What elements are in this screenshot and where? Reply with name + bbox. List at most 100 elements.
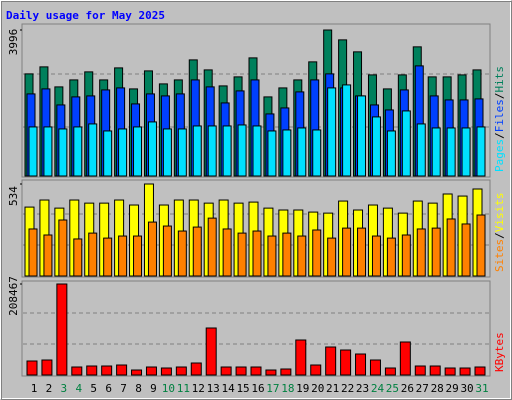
bar: [357, 227, 367, 277]
bar: [160, 367, 172, 376]
bar: [461, 223, 471, 277]
bar: [340, 349, 352, 376]
x-tick-label: 17: [266, 382, 279, 395]
x-tick-label: 28: [431, 382, 444, 395]
x-tick-label: 16: [251, 382, 264, 395]
bar: [133, 126, 143, 177]
bar: [207, 217, 217, 277]
legend-entry: KBytes: [493, 332, 506, 372]
bar: [414, 365, 426, 376]
x-tick-label: 14: [222, 382, 236, 395]
bar: [162, 225, 172, 277]
bar: [237, 232, 247, 277]
bar: [401, 110, 411, 177]
x-tick-label: 4: [75, 382, 82, 395]
x-tick-label: 18: [281, 382, 294, 395]
bar: [280, 368, 292, 376]
x-tick-label: 26: [401, 382, 414, 395]
bar: [222, 125, 232, 177]
legend: KBytes: [493, 332, 506, 372]
bar: [235, 366, 247, 376]
legend-separator: /: [493, 132, 506, 139]
bar: [26, 360, 38, 376]
bar: [192, 226, 202, 277]
bar: [118, 235, 128, 277]
bar: [28, 228, 38, 277]
x-tick-label: 22: [341, 382, 354, 395]
bar: [71, 366, 83, 376]
bar: [325, 346, 337, 376]
bar: [147, 221, 157, 277]
bar: [295, 339, 307, 376]
x-tick-label: 29: [446, 382, 459, 395]
panel: [21, 280, 491, 377]
bar: [220, 366, 232, 376]
bar: [386, 130, 396, 177]
bar: [118, 128, 128, 177]
x-tick-label: 6: [105, 382, 112, 395]
bar: [28, 126, 38, 177]
x-tick-label: 5: [90, 382, 97, 395]
bar: [147, 121, 157, 177]
bar: [342, 84, 352, 177]
bar: [461, 127, 471, 177]
bar: [86, 365, 98, 376]
x-tick-label: 10: [162, 382, 175, 395]
bar: [58, 219, 68, 277]
bar: [177, 230, 187, 277]
x-tick-label: 21: [326, 382, 339, 395]
bar: [357, 95, 367, 177]
y-tick-label: 534: [7, 186, 20, 206]
bar: [297, 235, 307, 277]
legend: Pages/Files/Hits: [493, 66, 506, 172]
bar: [88, 232, 98, 277]
legend-entry: Files: [493, 99, 506, 132]
bar: [312, 129, 322, 177]
bar: [162, 128, 172, 177]
bar: [133, 235, 143, 277]
bar: [88, 123, 98, 177]
x-tick-label: 31: [475, 382, 488, 395]
bar: [207, 125, 217, 177]
bar: [429, 365, 441, 376]
bar: [101, 365, 113, 376]
bar: [73, 238, 83, 277]
x-tick-label: 15: [236, 382, 249, 395]
legend-separator: /: [493, 232, 506, 239]
bar: [131, 369, 143, 376]
bar: [58, 128, 68, 177]
bar: [41, 359, 53, 376]
bar: [175, 366, 187, 376]
bar: [476, 214, 486, 277]
bar: [401, 234, 411, 277]
bar: [446, 127, 456, 177]
bar: [474, 366, 486, 376]
bar: [399, 341, 411, 376]
chart-title: Daily usage for May 2025: [6, 9, 165, 22]
bar: [190, 362, 202, 376]
bar: [192, 125, 202, 177]
x-tick-label: 3: [61, 382, 68, 395]
bar: [43, 126, 53, 177]
bar: [431, 227, 441, 277]
bar: [237, 124, 247, 177]
bar: [416, 123, 426, 177]
bar: [312, 229, 322, 277]
bar: [267, 130, 277, 177]
x-tick-label: 9: [150, 382, 157, 395]
legend: Sites/Visits: [493, 193, 506, 273]
bar: [476, 126, 486, 177]
bar: [252, 125, 262, 177]
bar: [310, 364, 322, 376]
bar: [103, 237, 113, 277]
x-tick-label: 1: [31, 382, 38, 395]
bar: [73, 126, 83, 177]
bar: [250, 366, 262, 376]
x-tick-label: 8: [135, 382, 142, 395]
bar: [355, 353, 367, 376]
x-tick-label: 13: [207, 382, 220, 395]
bar: [384, 367, 396, 376]
legend-separator: /: [493, 93, 506, 100]
bar: [252, 230, 262, 277]
